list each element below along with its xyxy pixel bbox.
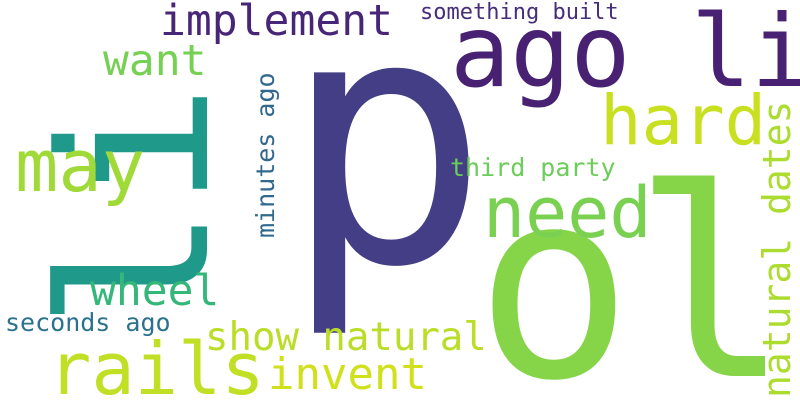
word-wheel: wheel	[90, 266, 220, 316]
word-need: need	[483, 172, 652, 254]
word-third-party: third party	[450, 153, 616, 182]
word-ol: ol	[475, 133, 791, 400]
word-seconds-ago: seconds ago	[5, 308, 171, 337]
word-p: p	[282, 0, 490, 343]
word-want: want	[103, 36, 207, 86]
word-minutes-ago: minutes ago	[251, 72, 280, 238]
word-invent: invent	[268, 349, 427, 400]
word-hard: hard	[600, 81, 767, 161]
word-show-natural: show natural	[205, 315, 487, 360]
word-may: may	[15, 124, 146, 208]
word-rails: rails	[48, 327, 265, 400]
word-natural-dates: natural dates	[755, 100, 799, 398]
word-something-built: something built	[420, 0, 619, 25]
word-ago-li: ago li	[450, 0, 800, 110]
word-implement: implement	[160, 0, 393, 46]
